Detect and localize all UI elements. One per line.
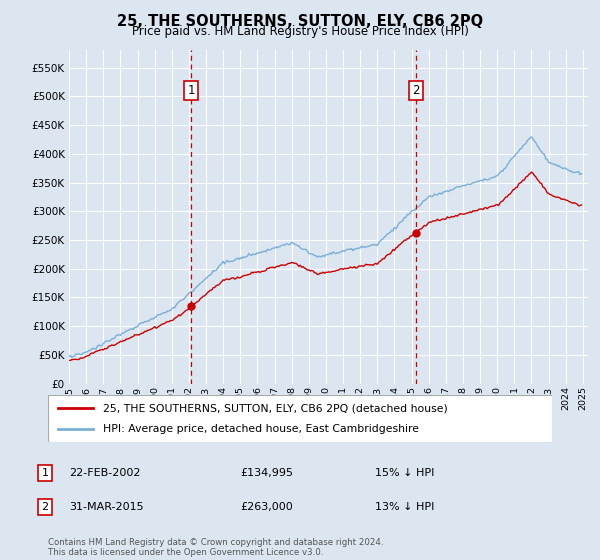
- Text: 13% ↓ HPI: 13% ↓ HPI: [375, 502, 434, 512]
- Text: 25, THE SOUTHERNS, SUTTON, ELY, CB6 2PQ: 25, THE SOUTHERNS, SUTTON, ELY, CB6 2PQ: [117, 14, 483, 29]
- Text: Price paid vs. HM Land Registry's House Price Index (HPI): Price paid vs. HM Land Registry's House …: [131, 25, 469, 38]
- Text: 2: 2: [41, 502, 49, 512]
- FancyBboxPatch shape: [48, 395, 552, 442]
- Text: 2: 2: [412, 84, 419, 97]
- Text: 15% ↓ HPI: 15% ↓ HPI: [375, 468, 434, 478]
- Text: £263,000: £263,000: [240, 502, 293, 512]
- Text: 22-FEB-2002: 22-FEB-2002: [69, 468, 140, 478]
- Text: HPI: Average price, detached house, East Cambridgeshire: HPI: Average price, detached house, East…: [103, 424, 419, 434]
- Text: £134,995: £134,995: [240, 468, 293, 478]
- Text: 1: 1: [187, 84, 195, 97]
- Text: 25, THE SOUTHERNS, SUTTON, ELY, CB6 2PQ (detached house): 25, THE SOUTHERNS, SUTTON, ELY, CB6 2PQ …: [103, 403, 448, 413]
- Text: 31-MAR-2015: 31-MAR-2015: [69, 502, 143, 512]
- Text: 1: 1: [41, 468, 49, 478]
- Text: Contains HM Land Registry data © Crown copyright and database right 2024.
This d: Contains HM Land Registry data © Crown c…: [48, 538, 383, 557]
